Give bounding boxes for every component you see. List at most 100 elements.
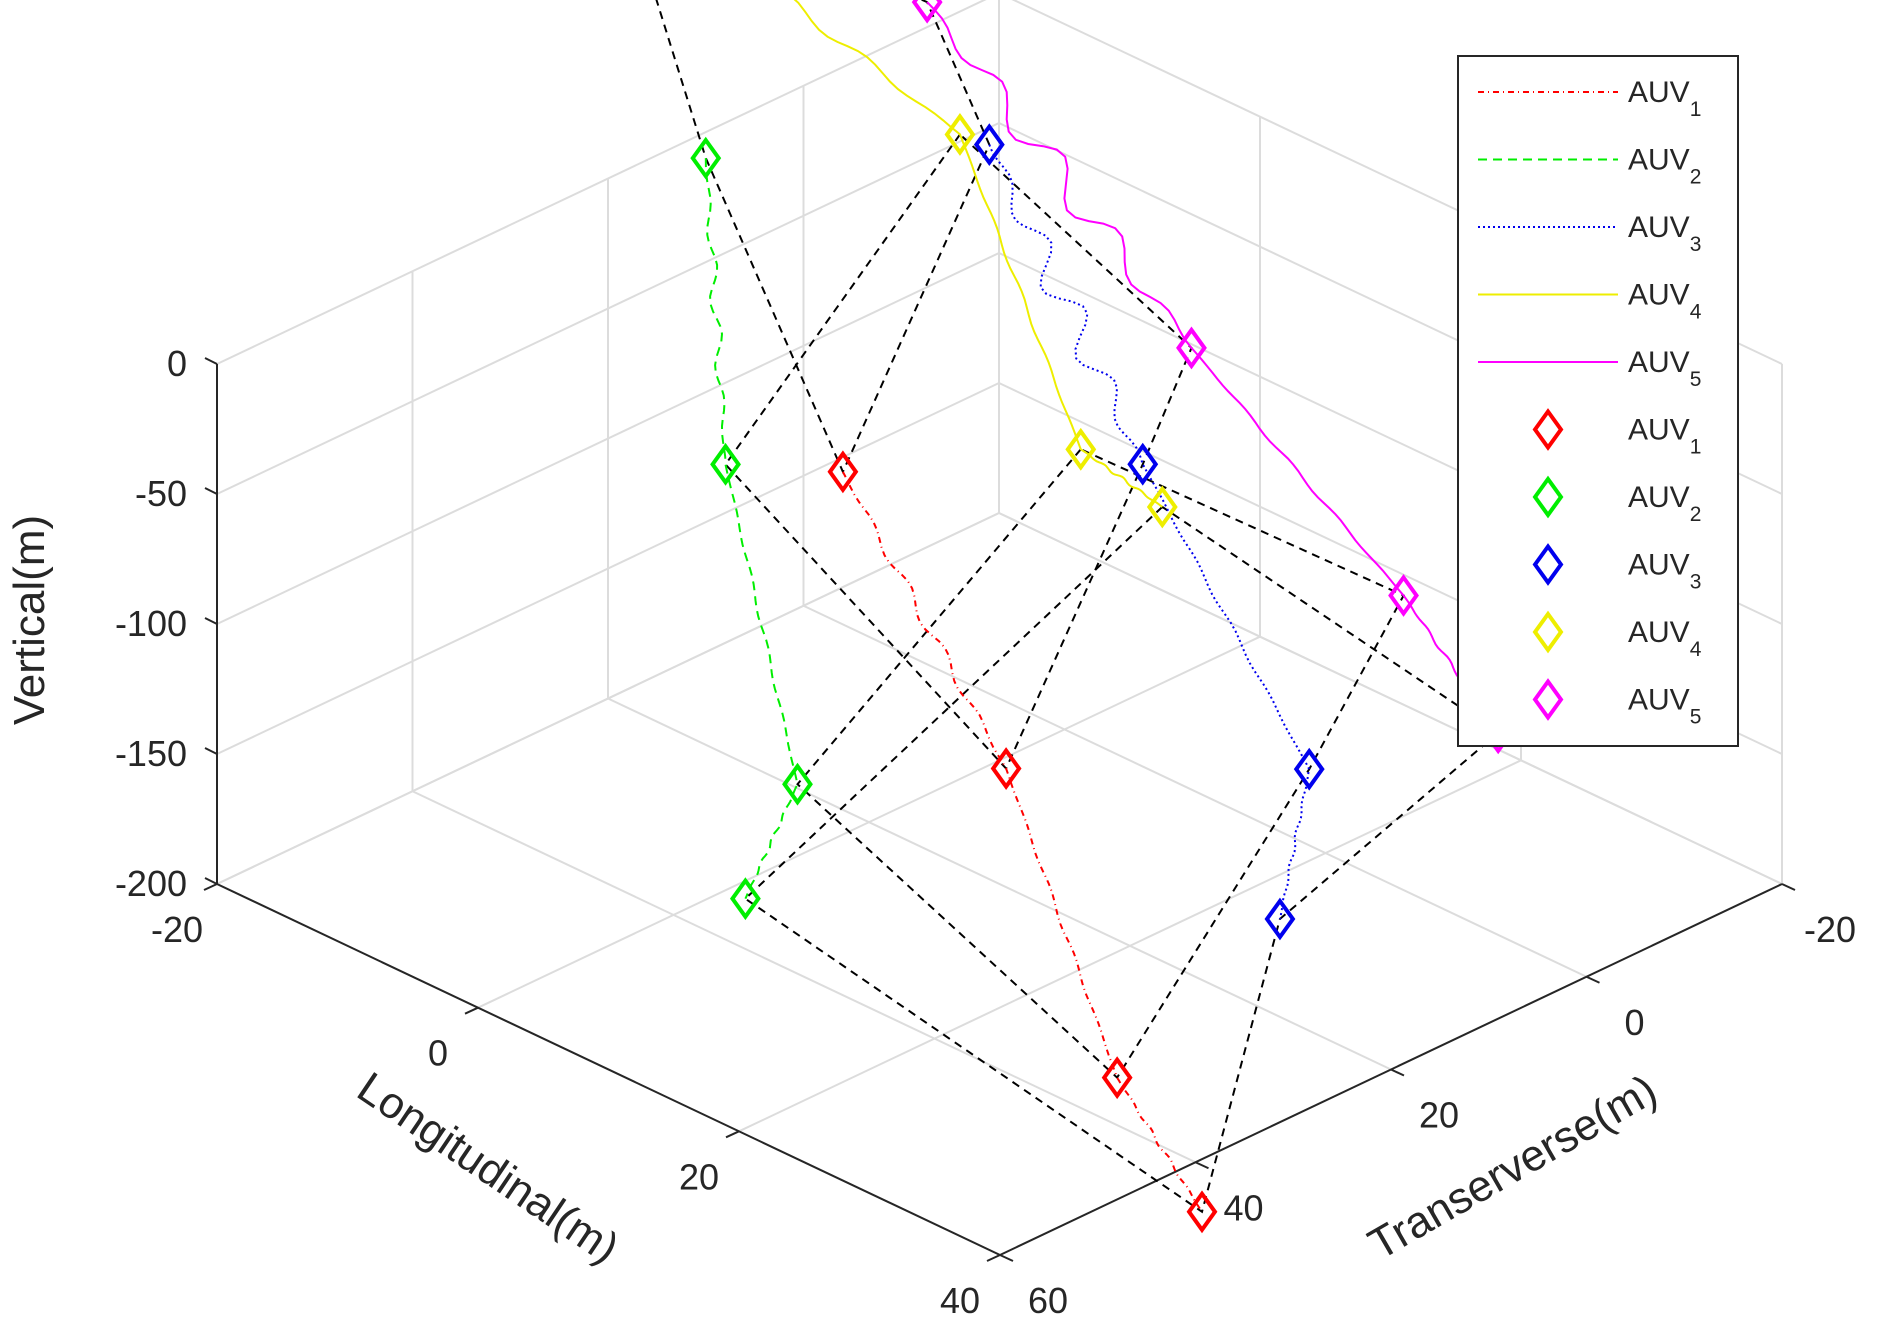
- formation-links: [655, 0, 1500, 1214]
- y-tick: [1781, 883, 1796, 891]
- back-wall-grid-line: [216, 0, 987, 365]
- y-tick: [1586, 975, 1600, 984]
- y-tick-label: 60: [1028, 1280, 1068, 1321]
- marker-auv5: [1176, 326, 1207, 370]
- legend-box: [1457, 55, 1739, 747]
- legend-label: AUV3: [1628, 549, 1701, 594]
- y-tick-label: -20: [1804, 909, 1856, 950]
- legend-label: AUV1: [1628, 76, 1701, 121]
- x-tick-label: 20: [679, 1156, 719, 1197]
- x-tick-label: 40: [940, 1280, 980, 1321]
- marker-auv2: [710, 442, 741, 486]
- legend-marker-auv4: [1532, 610, 1564, 654]
- marker-auv2: [729, 877, 761, 921]
- legend-label: AUV5: [1628, 684, 1701, 729]
- z-tick: [204, 877, 218, 885]
- x-tick: [203, 883, 218, 891]
- marker-auv2: [782, 762, 813, 806]
- legend-label-subscript: 4: [1690, 638, 1702, 661]
- z-tick-label: -50: [135, 473, 187, 514]
- waypoint-markers: [690, 0, 1514, 1234]
- legend-marker-auv3: [1532, 543, 1564, 586]
- marker-auv1: [1186, 1190, 1218, 1234]
- marker-auv4: [1146, 485, 1178, 529]
- y-tick-label: 40: [1223, 1187, 1263, 1228]
- marker-auv1: [990, 747, 1022, 790]
- trajectory-auv2: [704, 158, 799, 900]
- legend-label-base: AUV: [1628, 211, 1690, 244]
- back-wall-grid-line: [216, 512, 1000, 885]
- y-tick-label: 20: [1419, 1095, 1459, 1136]
- legend-marker-auv5: [1532, 678, 1564, 721]
- back-wall-grid-line: [216, 122, 1000, 495]
- x-axis-label: Longitudinal(m): [349, 1063, 628, 1273]
- legend-label-subscript: 4: [1690, 301, 1702, 324]
- marker-auv5: [1388, 574, 1419, 617]
- back-wall-grid-line: [216, 382, 1000, 755]
- formation-polygon: [655, 0, 991, 475]
- marker-auv1: [827, 450, 859, 494]
- legend-label: AUV4: [1628, 279, 1702, 324]
- marker-auv3: [1264, 897, 1296, 941]
- z-tick: [204, 747, 218, 755]
- marker-auv3: [1293, 747, 1325, 791]
- axis-labels: Vertical(m) Longitudinal(m) Transerverse…: [5, 515, 1665, 1273]
- z-tick: [204, 487, 218, 495]
- legend-label: AUV1: [1628, 414, 1701, 459]
- floor-grid-line: [412, 790, 1196, 1164]
- x-tick-label: 0: [428, 1033, 448, 1074]
- y-tick: [999, 1254, 1014, 1262]
- legend-marker-auv2: [1532, 475, 1564, 519]
- legend-label-base: AUV: [1628, 481, 1690, 514]
- marker-auv1: [1101, 1056, 1133, 1100]
- legend-label-subscript: 3: [1690, 233, 1702, 256]
- marker-auv3: [973, 123, 1005, 167]
- z-tick-label: -100: [115, 603, 187, 644]
- legend-label-subscript: 5: [1690, 368, 1702, 391]
- trajectory-auv4: [793, 0, 1163, 508]
- legend-label: AUV2: [1628, 144, 1701, 189]
- legend-marker-auv1: [1532, 408, 1564, 451]
- y-axis-label: Transerverse(m): [1360, 1065, 1665, 1269]
- legend-label-base: AUV: [1628, 144, 1690, 177]
- z-axis-label: Vertical(m): [5, 515, 54, 725]
- legend-label: AUV5: [1628, 346, 1701, 391]
- z-tick-label: -200: [115, 863, 187, 904]
- legend-label-subscript: 2: [1690, 166, 1702, 189]
- floor-grid-line: [803, 604, 1587, 978]
- legend-label-subscript: 1: [1690, 98, 1702, 121]
- floor-grid-line: [607, 697, 1392, 1071]
- z-tick: [204, 357, 218, 365]
- x-axis-line: [216, 883, 1001, 1256]
- marker-auv2: [690, 136, 722, 180]
- y-tick: [1390, 1068, 1405, 1077]
- trajectories: [704, 0, 1500, 1213]
- formation-polygon: [743, 505, 1500, 1214]
- x-tick: [725, 1130, 740, 1139]
- z-tick-label: -150: [115, 733, 187, 774]
- legend-label: AUV3: [1628, 211, 1701, 256]
- legend-label: AUV4: [1628, 616, 1702, 661]
- legend-label-base: AUV: [1628, 414, 1690, 447]
- z-tick-label: 0: [167, 343, 187, 384]
- x-tick-label: -20: [151, 909, 203, 950]
- trajectory-auv1: [842, 471, 1203, 1213]
- legend-label: AUV2: [1628, 481, 1701, 526]
- legend-label-base: AUV: [1628, 549, 1690, 582]
- legend-label-subscript: 2: [1690, 503, 1702, 526]
- formation-polygon: [724, 132, 1193, 771]
- marker-auv4: [1065, 427, 1097, 471]
- x-tick: [986, 1254, 1001, 1262]
- back-wall-grid-line: [216, 252, 1000, 625]
- marker-auv4: [944, 113, 976, 156]
- legend-label-base: AUV: [1628, 684, 1690, 717]
- formation-polygon: [796, 448, 1405, 1080]
- marker-auv5: [911, 0, 943, 24]
- legend-label-subscript: 1: [1690, 436, 1702, 459]
- y-tick-label: 0: [1624, 1002, 1644, 1043]
- legend-label-subscript: 3: [1690, 571, 1702, 594]
- trajectory-auv5: [926, 1, 1500, 734]
